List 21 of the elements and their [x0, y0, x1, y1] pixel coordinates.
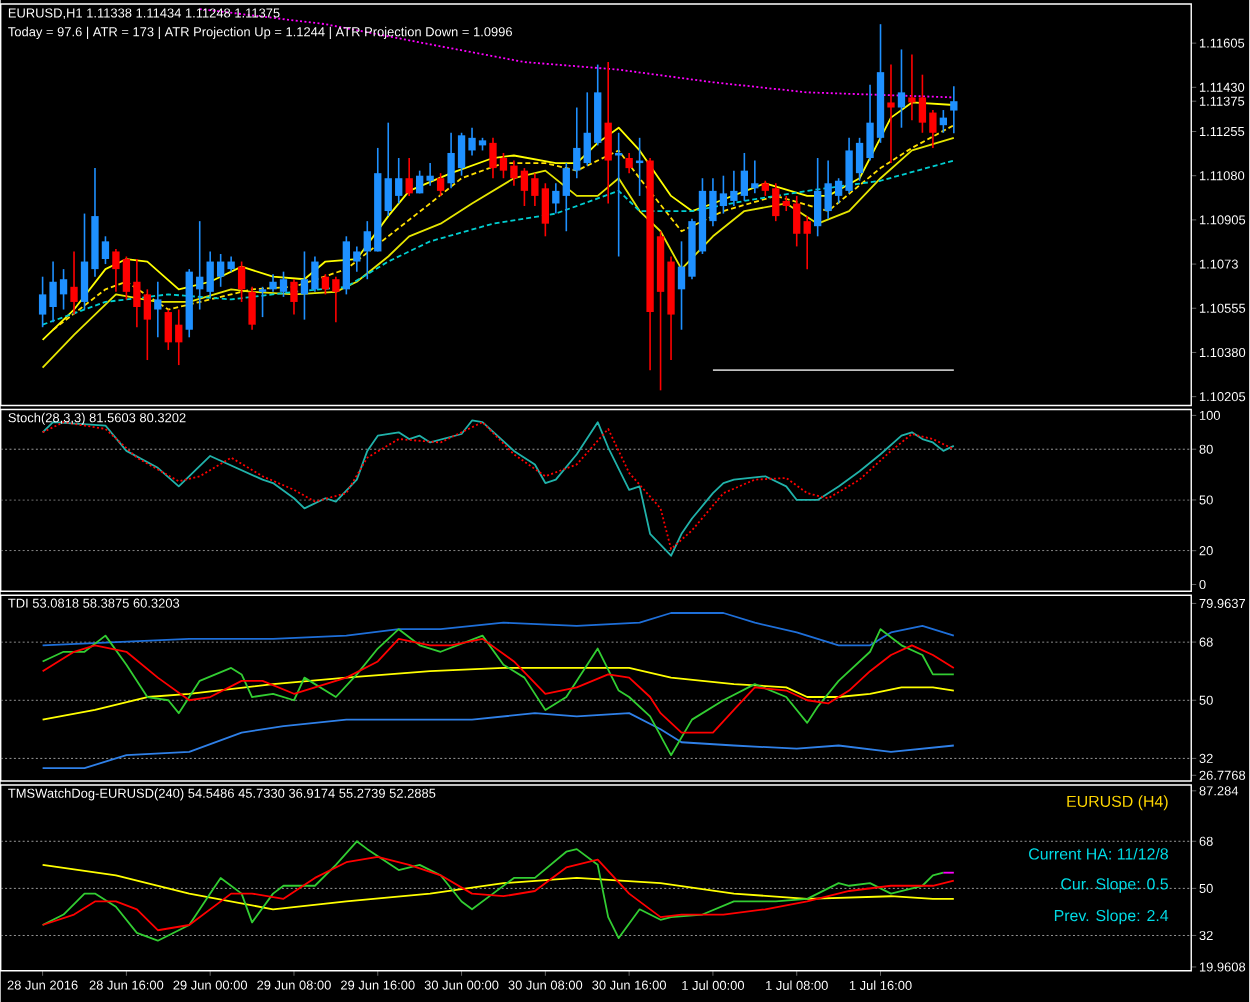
candlestick [897, 48, 906, 129]
line-series [41, 637, 955, 734]
candlestick [248, 285, 256, 331]
candlestick [154, 280, 162, 338]
candlestick [237, 260, 246, 303]
line-series [41, 159, 955, 326]
candlestick [950, 85, 958, 134]
line-series [41, 840, 945, 942]
candlestick [803, 214, 811, 270]
candlestick [604, 60, 612, 204]
line-series [41, 627, 955, 756]
candlestick [405, 156, 413, 197]
candlestick [887, 63, 895, 164]
candlestick [290, 278, 298, 315]
candlestick [625, 151, 633, 174]
line-series [41, 863, 955, 910]
candlestick [70, 250, 78, 315]
candlestick [436, 171, 445, 197]
line-series [41, 136, 955, 369]
candlestick [552, 182, 560, 214]
candlestick [258, 285, 267, 318]
